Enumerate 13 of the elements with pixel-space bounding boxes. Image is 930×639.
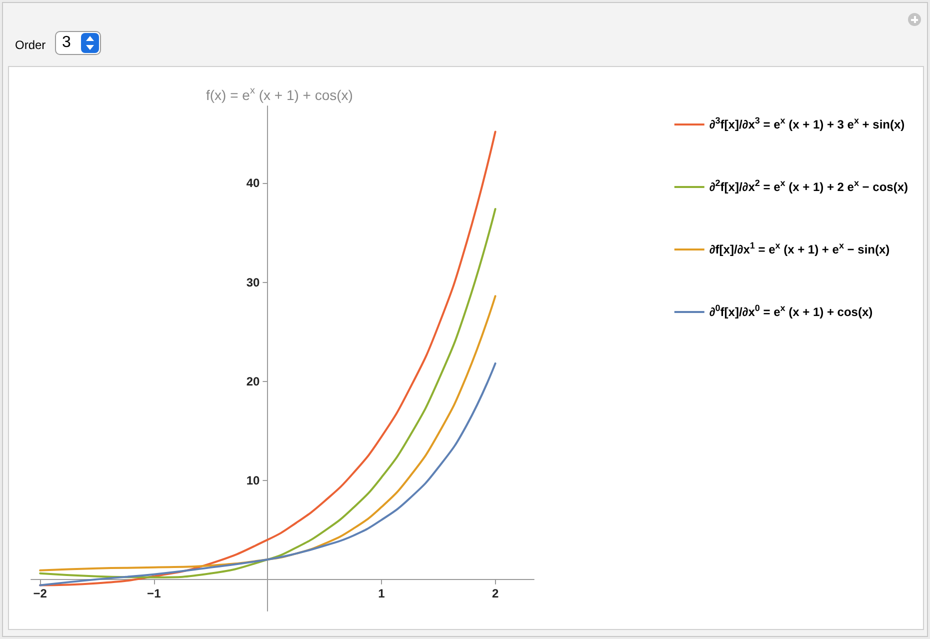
line-series (39, 295, 496, 572)
x-tick-label: −2 (33, 586, 48, 600)
line-series (39, 208, 496, 578)
text: 3 (62, 34, 71, 52)
line-series (39, 362, 496, 586)
y-tick-label: 20 (246, 374, 260, 388)
text: Order (15, 38, 46, 52)
x-tick-label: 2 (492, 586, 499, 600)
x-tick-label: −1 (147, 586, 162, 600)
x-tick-label: 1 (378, 586, 386, 600)
y-tick-label: 40 (246, 176, 260, 190)
y-tick-label: 30 (246, 275, 260, 290)
y-tick-label: 10 (246, 473, 260, 488)
